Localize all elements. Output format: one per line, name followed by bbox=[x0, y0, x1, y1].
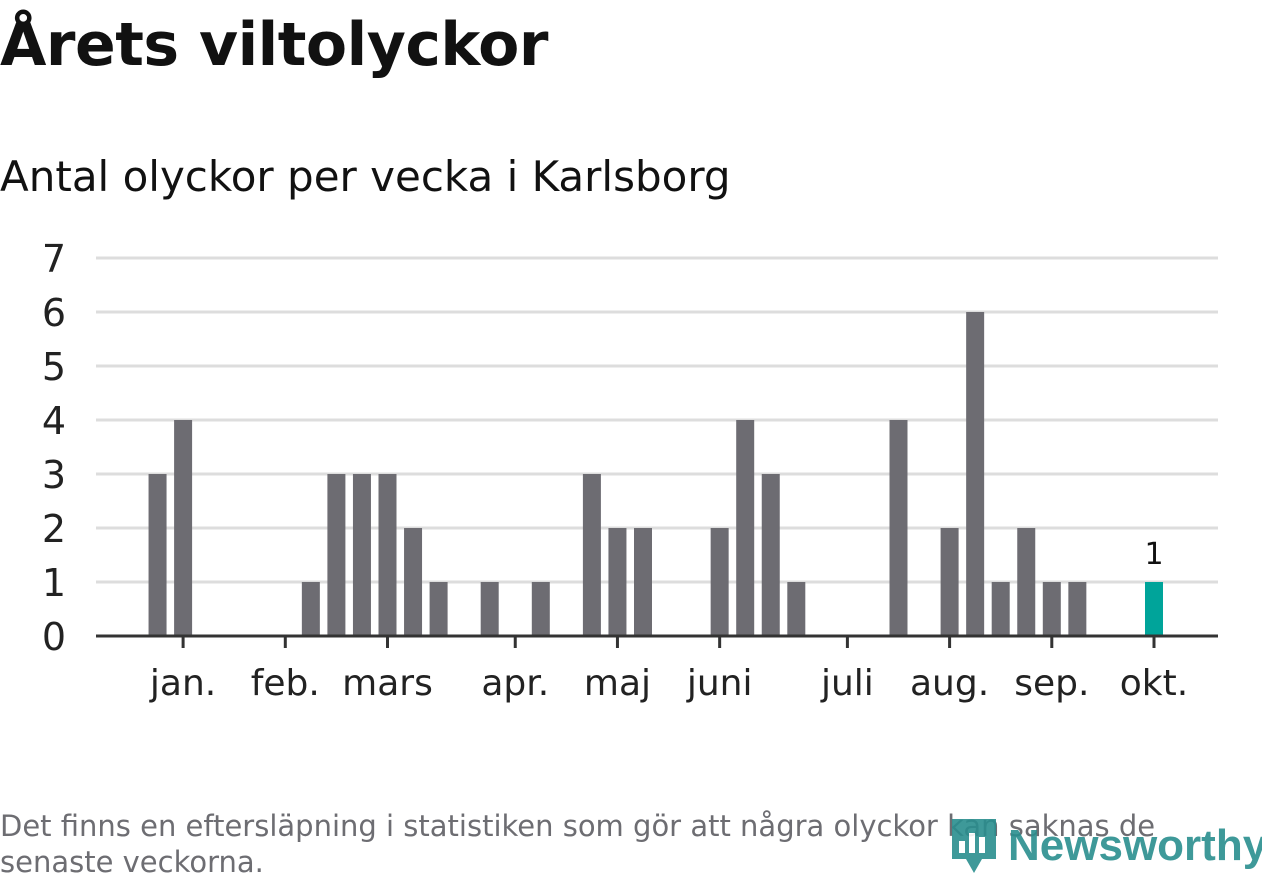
x-tick-label: sep. bbox=[1014, 663, 1089, 704]
bar bbox=[148, 474, 167, 636]
x-tick-label: maj bbox=[584, 663, 651, 704]
bar bbox=[940, 528, 959, 636]
data-label: 1 bbox=[1144, 537, 1163, 572]
bars bbox=[148, 312, 1163, 636]
bar bbox=[761, 474, 780, 636]
bar bbox=[301, 582, 320, 636]
bar bbox=[404, 528, 423, 636]
y-tick-label: 2 bbox=[42, 507, 66, 551]
bar bbox=[736, 420, 755, 636]
bar bbox=[787, 582, 806, 636]
y-axis-ticks: 0 1 2 3 4 5 6 7 bbox=[42, 237, 66, 659]
bar bbox=[429, 582, 448, 636]
logo-text: Newsworthy bbox=[1008, 821, 1262, 870]
y-tick-label: 7 bbox=[42, 237, 66, 281]
bar bbox=[352, 474, 371, 636]
gridlines bbox=[96, 256, 1218, 584]
bar bbox=[710, 528, 729, 636]
bar bbox=[1017, 528, 1036, 636]
bar bbox=[480, 582, 499, 636]
y-tick-label: 3 bbox=[42, 453, 66, 497]
bar bbox=[966, 312, 985, 636]
data-labels: 1 bbox=[1144, 537, 1163, 572]
chart-subtitle: Antal olyckor per vecka i Karlsborg bbox=[0, 152, 731, 201]
x-tick-label: juni bbox=[686, 663, 753, 704]
bar-chart: 0 1 2 3 4 5 6 7 jan. feb. mars apr. maj juni juli aug.… bbox=[42, 237, 1218, 704]
bar bbox=[991, 582, 1010, 636]
bar bbox=[378, 474, 397, 636]
x-axis: jan. feb. mars apr. maj juni juli aug. sep. okt. bbox=[96, 634, 1218, 704]
bar bbox=[1042, 582, 1061, 636]
x-tick-label: aug. bbox=[910, 663, 989, 704]
x-tick-label: apr. bbox=[481, 663, 549, 704]
bar bbox=[608, 528, 627, 636]
newsworthy-logo: Newsworthy bbox=[948, 812, 1262, 880]
bar bbox=[1145, 582, 1163, 636]
bar bbox=[1068, 582, 1087, 636]
y-tick-label: 4 bbox=[42, 399, 66, 443]
bar bbox=[174, 420, 193, 636]
y-tick-label: 0 bbox=[42, 615, 66, 659]
bar-chart-pin-icon bbox=[952, 819, 996, 873]
x-tick-label: okt. bbox=[1120, 663, 1188, 704]
y-tick-label: 1 bbox=[42, 561, 66, 605]
chart-title: Årets viltolyckor bbox=[0, 10, 549, 80]
bar bbox=[889, 420, 908, 636]
bar bbox=[582, 474, 601, 636]
bar bbox=[531, 582, 550, 636]
x-tick-label: mars bbox=[342, 663, 433, 704]
x-tick-label: jan. bbox=[149, 663, 216, 704]
x-tick-label: feb. bbox=[251, 663, 320, 704]
y-tick-label: 5 bbox=[42, 345, 66, 389]
bar bbox=[327, 474, 346, 636]
bar bbox=[634, 528, 652, 636]
y-tick-label: 6 bbox=[42, 291, 66, 335]
x-tick-label: juli bbox=[820, 663, 874, 704]
